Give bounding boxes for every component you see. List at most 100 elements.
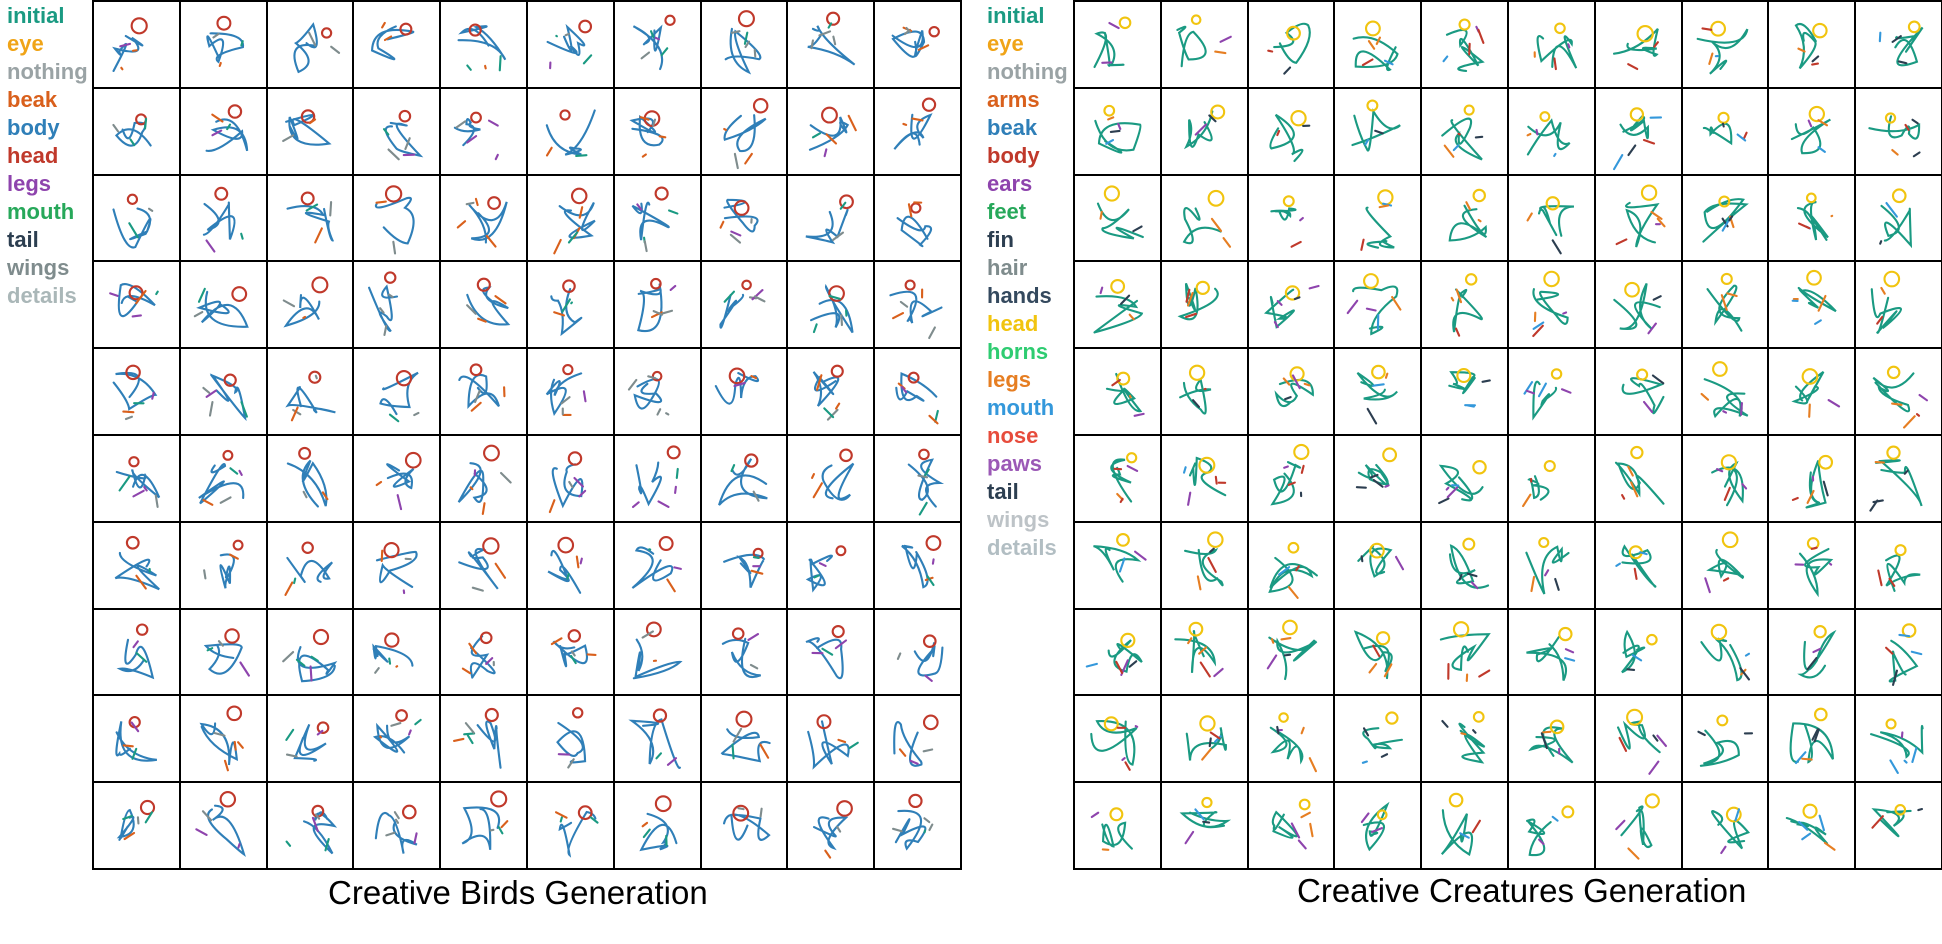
bird-sketch (724, 10, 761, 75)
sketch-cell (1509, 436, 1594, 521)
sketch-cell (701, 88, 787, 174)
sketch-cell (1075, 349, 1160, 434)
creature-sketch (1797, 624, 1837, 679)
creature-sketch (1438, 459, 1487, 505)
sketch-cell (1161, 436, 1247, 521)
birds-caption: Creative Birds Generation (328, 874, 708, 911)
sketch-cell (354, 88, 440, 174)
sketch-cell (267, 783, 353, 868)
sketch-cell (1248, 88, 1334, 174)
sketch-cell (701, 349, 787, 434)
sketch-cell (1595, 262, 1681, 348)
sketch-cell (1422, 349, 1507, 434)
bird-sketch (636, 278, 677, 333)
sketch-cell (1769, 696, 1855, 782)
bird-sketch (897, 633, 944, 682)
sketch-cell (1509, 88, 1594, 174)
creature-sketch (1701, 195, 1749, 243)
bird-sketch (466, 278, 511, 326)
creature-sketch (1710, 454, 1747, 507)
sketch-cell (1422, 88, 1507, 174)
sketch-cell (1335, 609, 1421, 695)
sketch-cell (1509, 262, 1594, 348)
legend-item-beak: beak (7, 87, 58, 112)
bird-sketch (453, 708, 502, 770)
bird-sketch (893, 714, 939, 768)
bird-sketch (810, 284, 854, 334)
bird-sketch (550, 279, 583, 337)
sketch-cell (1335, 696, 1421, 782)
sketch-cell (180, 349, 266, 434)
creature-sketch (1533, 22, 1578, 71)
legend-item-body: body (7, 115, 60, 140)
sketch-cell (788, 436, 874, 521)
creature-sketch (1616, 709, 1667, 776)
sketch-cell (1682, 609, 1768, 695)
creature-sketch (1869, 445, 1923, 512)
bird-sketch (197, 449, 245, 506)
sketch-cell (1248, 696, 1334, 782)
sketch-cell (267, 262, 353, 348)
sketch-cell (1682, 436, 1768, 521)
creature-sketch (1442, 18, 1486, 72)
creature-sketch (1441, 792, 1482, 857)
bird-sketch (892, 793, 934, 851)
bird-sketch (284, 370, 336, 422)
bird-sketch (112, 193, 154, 249)
creature-sketch (1448, 368, 1492, 408)
sketch-cell (94, 436, 179, 521)
sketch-cell (94, 696, 179, 782)
sketch-cell (788, 2, 874, 87)
sketch-cell (528, 436, 613, 521)
creature-sketch (1185, 715, 1227, 762)
sketch-cell (180, 436, 266, 521)
creature-sketch (1870, 271, 1903, 335)
creature-sketch (1615, 544, 1657, 588)
sketch-cell (1161, 696, 1247, 782)
creature-sketch (1522, 459, 1556, 508)
sketch-cell (1422, 436, 1507, 521)
sketch-cell (1769, 175, 1855, 261)
bird-sketch (461, 790, 509, 851)
bird-sketch (115, 716, 157, 763)
legend-item-eye: eye (7, 31, 44, 56)
sketch-cell (354, 175, 440, 261)
sketch-cell (1595, 175, 1681, 261)
creature-sketch (1093, 279, 1144, 334)
bird-sketch (281, 109, 332, 146)
sketch-cell (1509, 349, 1594, 434)
sketch-cell (1856, 262, 1941, 348)
bird-sketch (112, 113, 152, 147)
sketch-cell (267, 696, 353, 782)
sketch-cell (267, 349, 353, 434)
bird-sketch (205, 104, 248, 152)
sketch-cell (1595, 609, 1681, 695)
creature-sketch (1361, 801, 1390, 852)
bird-sketch (375, 804, 419, 855)
sketch-cell (1075, 609, 1160, 695)
creature-sketch (1347, 273, 1402, 336)
sketch-cell (180, 175, 266, 261)
bird-sketch (813, 364, 845, 421)
sketch-cell (788, 522, 874, 608)
sketch-cell (1248, 609, 1334, 695)
bird-sketch (112, 364, 158, 421)
creature-sketch (1096, 184, 1144, 240)
bird-sketch (457, 444, 512, 515)
bird-sketch (806, 545, 847, 593)
bird-sketch (286, 191, 334, 244)
legend-item-nose: nose (987, 423, 1039, 448)
legend-item-beak: beak (987, 115, 1038, 140)
creature-sketch (1110, 452, 1139, 504)
sketch-cell (1335, 2, 1421, 87)
sketch-cell (614, 88, 700, 174)
bird-sketch (285, 804, 337, 855)
sketch-cell (528, 609, 613, 695)
bird-sketch (545, 364, 587, 417)
sketch-cell (1595, 349, 1681, 434)
sketch-cell (1509, 175, 1594, 261)
sketch-cell (180, 609, 266, 695)
creature-sketch (1090, 716, 1139, 772)
creature-sketch (1271, 798, 1314, 850)
creatures-legend: initial eye nothing arms beak body ears feet fin… (987, 2, 1068, 562)
